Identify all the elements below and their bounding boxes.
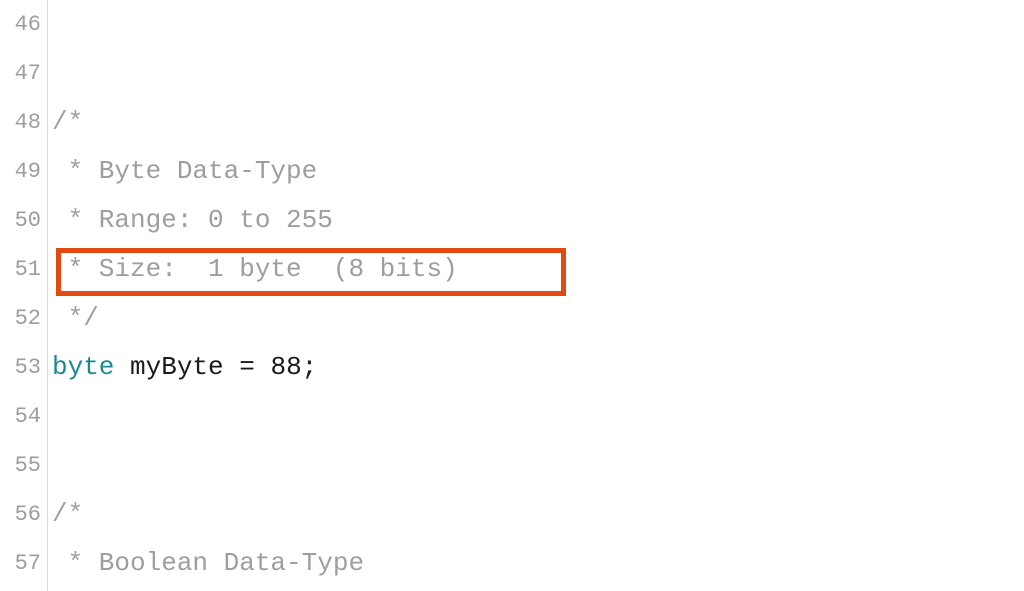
code-line[interactable]: /* <box>52 490 1024 539</box>
line-number: 50 <box>0 196 41 245</box>
code-line[interactable]: */ <box>52 294 1024 343</box>
line-number: 54 <box>0 392 41 441</box>
code-line[interactable] <box>52 49 1024 98</box>
line-number: 46 <box>0 0 41 49</box>
line-number: 55 <box>0 441 41 490</box>
code-line[interactable]: /* <box>52 98 1024 147</box>
token-comment: */ <box>52 303 99 333</box>
code-line[interactable]: * Byte Data-Type <box>52 147 1024 196</box>
line-number: 53 <box>0 343 41 392</box>
token-comment: * Range: 0 to 255 <box>52 205 333 235</box>
line-number: 48 <box>0 98 41 147</box>
line-number: 49 <box>0 147 41 196</box>
token-operator: = <box>239 352 255 382</box>
line-number: 57 <box>0 539 41 588</box>
code-line[interactable] <box>52 0 1024 49</box>
token-comment: /* <box>52 499 83 529</box>
code-line[interactable] <box>52 441 1024 490</box>
token-identifier: myByte <box>114 352 239 382</box>
token-number: 88 <box>255 352 302 382</box>
code-area[interactable]: /* * Byte Data-Type * Range: 0 to 255 * … <box>48 0 1024 591</box>
line-number-gutter: 464748495051525354555657 <box>0 0 48 591</box>
token-punct: ; <box>302 352 318 382</box>
code-line[interactable]: * Size: 1 byte (8 bits) <box>52 245 1024 294</box>
code-line[interactable] <box>52 392 1024 441</box>
token-comment: /* <box>52 107 83 137</box>
line-number: 56 <box>0 490 41 539</box>
line-number: 52 <box>0 294 41 343</box>
line-number: 51 <box>0 245 41 294</box>
line-number: 47 <box>0 49 41 98</box>
token-comment: * Boolean Data-Type <box>52 548 364 578</box>
code-line[interactable]: * Range: 0 to 255 <box>52 196 1024 245</box>
token-comment: * Byte Data-Type <box>52 156 317 186</box>
code-editor: 464748495051525354555657 /* * Byte Data-… <box>0 0 1024 591</box>
token-comment: * Size: 1 byte (8 bits) <box>52 254 458 284</box>
token-keyword: byte <box>52 352 114 382</box>
code-line[interactable]: * Boolean Data-Type <box>52 539 1024 588</box>
code-line[interactable]: byte myByte = 88; <box>52 343 1024 392</box>
